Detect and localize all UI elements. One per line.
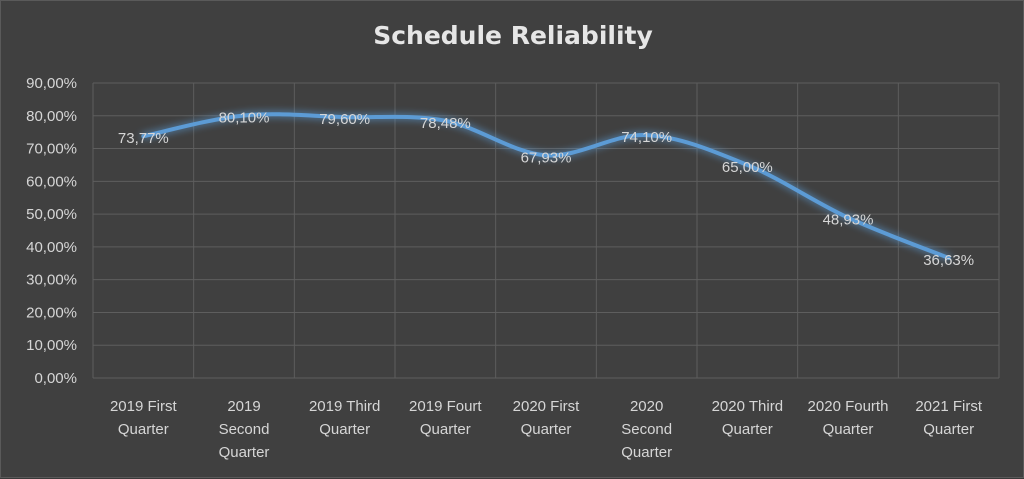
data-label: 79,60% — [319, 111, 370, 128]
data-label: 78,48% — [420, 115, 471, 132]
series-line — [141, 112, 951, 260]
x-tick-label: 2019 First Quarter — [110, 398, 178, 438]
chart-title: Schedule Reliability — [373, 21, 653, 50]
x-tick-label: 2020 Third Quarter — [712, 398, 783, 438]
y-tick-label: 40,00% — [26, 239, 77, 256]
x-tick-label: 2021 First Quarter — [915, 398, 983, 438]
y-tick-label: 0,00% — [34, 370, 77, 387]
y-tick-label: 80,00% — [26, 108, 77, 125]
x-tick-label: 2020 Second Quarter — [621, 398, 672, 461]
data-label: 48,93% — [823, 212, 874, 229]
axis-layer: 0,00% 10,00% 20,00% 30,00% 40,00% 50,00% 60,00… — [26, 75, 983, 461]
grid-layer — [92, 82, 1000, 379]
data-label: 65,00% — [722, 159, 773, 176]
y-tick-label: 60,00% — [26, 173, 77, 190]
x-tick-label: 2019 Third Quarter — [309, 398, 380, 438]
y-tick-label: 10,00% — [26, 337, 77, 354]
y-tick-label: 90,00% — [26, 75, 77, 92]
x-tick-label: 2019 Second Quarter — [219, 398, 270, 461]
data-label: 74,10% — [621, 129, 672, 146]
data-label: 36,63% — [923, 252, 974, 269]
y-tick-label: 20,00% — [26, 304, 77, 321]
x-tick-label: 2020 First Quarter — [513, 398, 581, 438]
x-tick-label: 2019 Fourt Quarter — [409, 398, 482, 438]
data-label: 67,93% — [521, 149, 572, 166]
y-tick-label: 30,00% — [26, 272, 77, 289]
series-layer — [141, 112, 951, 260]
x-tick-label: 2020 Fourth Quarter — [808, 398, 889, 438]
data-label: 80,10% — [219, 109, 270, 126]
y-tick-label: 50,00% — [26, 206, 77, 223]
data-label-layer: 73,77% 80,10% 79,60% 78,48% 67,93% 74,10% 65,0… — [118, 109, 974, 268]
data-label: 73,77% — [118, 130, 169, 147]
y-tick-label: 70,00% — [26, 141, 77, 158]
